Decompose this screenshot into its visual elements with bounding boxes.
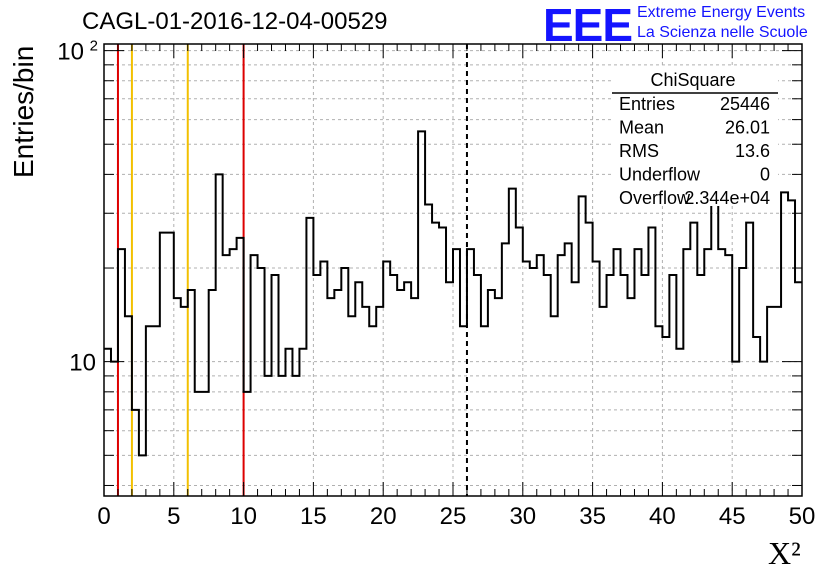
stats-label: RMS — [619, 141, 659, 161]
y-tick-label: 10 — [57, 39, 84, 66]
x-tick-label: 10 — [230, 503, 257, 530]
x-tick-label: 35 — [579, 503, 606, 530]
x-tick-label: 20 — [370, 503, 397, 530]
y-tick-exponent: 2 — [90, 38, 98, 55]
x-tick-label: 25 — [440, 503, 467, 530]
chart-title: CAGL-01-2016-12-04-00529 — [82, 8, 388, 35]
stats-label: Mean — [619, 118, 664, 138]
stats-value: 26.01 — [725, 118, 770, 138]
y-tick-label: 10 — [69, 350, 96, 377]
x-tick-label: 0 — [97, 503, 110, 530]
stats-value: 13.6 — [735, 141, 770, 161]
x-tick-label: 15 — [300, 503, 327, 530]
x-axis-label: X² — [768, 535, 801, 571]
stats-value: 2.344e+04 — [684, 188, 770, 208]
x-tick-label: 45 — [719, 503, 746, 530]
brand-line2: La Scienza nelle Scuole — [637, 24, 808, 41]
x-tick-label: 5 — [167, 503, 180, 530]
stats-box — [612, 68, 778, 206]
stats-value: 25446 — [720, 94, 770, 114]
stats-value: 0 — [760, 165, 770, 185]
x-tick-label: 40 — [649, 503, 676, 530]
brand-line1: Extreme Energy Events — [637, 4, 806, 21]
histogram-outline — [104, 130, 802, 457]
eee-logo: EEE — [543, 0, 633, 51]
stats-label: Overflow — [619, 188, 691, 208]
x-tick-label: 30 — [509, 503, 536, 530]
stats-title: ChiSquare — [650, 70, 735, 90]
stats-label: Entries — [619, 94, 675, 114]
x-tick-label: 50 — [789, 503, 816, 530]
stats-label: Underflow — [619, 165, 701, 185]
